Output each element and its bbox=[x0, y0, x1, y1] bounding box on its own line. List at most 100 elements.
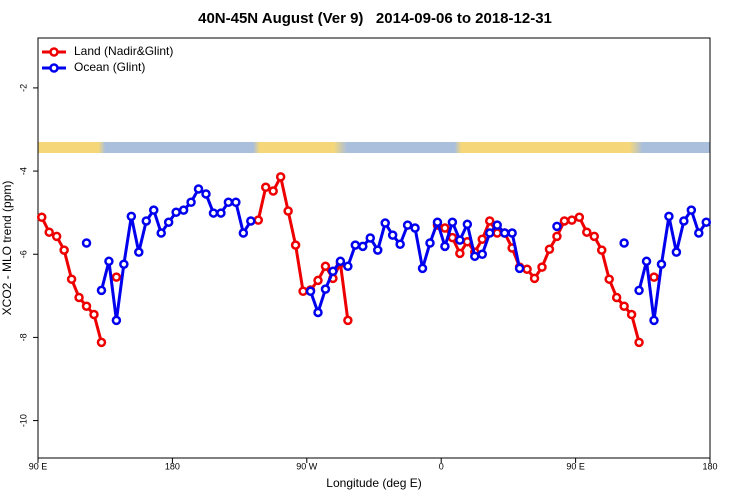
data-point bbox=[410, 223, 420, 233]
data-point bbox=[402, 220, 413, 230]
data-point bbox=[268, 186, 278, 196]
data-point bbox=[104, 256, 114, 267]
data-point bbox=[343, 261, 353, 272]
data-point bbox=[574, 212, 585, 222]
data-point bbox=[671, 247, 682, 257]
data-point bbox=[111, 315, 122, 326]
data-point bbox=[559, 216, 570, 226]
data-point bbox=[611, 292, 622, 303]
data-point bbox=[417, 263, 428, 274]
x-axis-label: Longitude (deg E) bbox=[326, 476, 421, 490]
data-point bbox=[246, 216, 256, 226]
data-point bbox=[380, 218, 390, 228]
data-point bbox=[432, 217, 443, 227]
data-point bbox=[238, 228, 249, 238]
data-point bbox=[440, 223, 450, 233]
data-point bbox=[335, 256, 346, 267]
data-point bbox=[492, 228, 502, 238]
data-point bbox=[596, 245, 607, 255]
data-point bbox=[171, 207, 181, 217]
data-point bbox=[111, 272, 122, 282]
data-point bbox=[66, 274, 77, 284]
data-point bbox=[51, 231, 62, 242]
x-tick-label: 180 bbox=[702, 461, 717, 471]
data-point bbox=[619, 301, 629, 311]
data-point bbox=[126, 211, 137, 222]
data-point bbox=[305, 286, 316, 296]
data-point bbox=[313, 275, 323, 286]
data-point bbox=[193, 184, 204, 194]
data-point bbox=[372, 245, 383, 255]
data-point bbox=[81, 301, 92, 311]
y-tick-label: -4 bbox=[18, 167, 28, 175]
data-point bbox=[59, 245, 69, 255]
data-point bbox=[679, 216, 689, 226]
data-point bbox=[365, 233, 376, 243]
data-point bbox=[656, 259, 667, 269]
data-point bbox=[507, 228, 517, 238]
data-point bbox=[477, 249, 488, 259]
data-point bbox=[119, 259, 129, 269]
data-point bbox=[499, 228, 510, 238]
data-point bbox=[582, 227, 592, 237]
data-point bbox=[343, 315, 353, 326]
data-point bbox=[260, 182, 271, 193]
data-point bbox=[358, 241, 368, 252]
legend-marker bbox=[49, 63, 59, 73]
data-point bbox=[163, 217, 174, 227]
data-point bbox=[641, 256, 652, 267]
y-tick-label: -8 bbox=[18, 333, 28, 341]
data-point bbox=[141, 216, 152, 226]
data-point bbox=[664, 211, 674, 222]
data-point bbox=[529, 273, 540, 284]
data-point bbox=[619, 238, 629, 248]
data-point bbox=[447, 217, 458, 227]
data-point bbox=[89, 309, 99, 320]
data-point bbox=[537, 262, 547, 272]
data-point bbox=[544, 244, 555, 254]
data-point bbox=[208, 208, 219, 218]
data-point bbox=[328, 266, 338, 277]
data-point bbox=[186, 197, 196, 208]
data-point bbox=[604, 274, 614, 284]
x-tick-label: 0 bbox=[439, 461, 444, 471]
data-point bbox=[44, 227, 54, 237]
data-point bbox=[649, 315, 659, 326]
chart-title: 40N-45N August (Ver 9) 2014-09-06 to 201… bbox=[198, 10, 552, 27]
data-point bbox=[350, 240, 361, 250]
data-point bbox=[201, 189, 211, 199]
data-point bbox=[290, 240, 301, 250]
legend-marker bbox=[49, 47, 59, 57]
data-point bbox=[231, 197, 241, 208]
data-point bbox=[634, 337, 644, 348]
data-point bbox=[686, 205, 697, 215]
land-sea-band bbox=[38, 142, 710, 153]
y-tick-label: -10 bbox=[18, 414, 28, 427]
y-tick-label: -2 bbox=[18, 84, 28, 92]
data-point bbox=[283, 206, 293, 216]
data-point bbox=[320, 284, 331, 294]
data-point bbox=[216, 208, 226, 218]
data-point bbox=[462, 219, 473, 230]
data-point bbox=[96, 285, 107, 296]
data-point bbox=[223, 197, 234, 208]
data-point bbox=[387, 230, 398, 240]
data-point bbox=[156, 228, 166, 238]
x-tick-label: 180 bbox=[165, 461, 180, 471]
data-point bbox=[649, 272, 659, 282]
data-point bbox=[567, 215, 577, 225]
data-point bbox=[134, 247, 144, 257]
data-point bbox=[484, 216, 495, 226]
data-point bbox=[81, 238, 92, 248]
data-point bbox=[96, 337, 107, 348]
data-point bbox=[626, 309, 637, 320]
x-tick-label: 90 W bbox=[296, 461, 318, 471]
data-point bbox=[395, 239, 405, 250]
data-point bbox=[470, 251, 480, 262]
data-point bbox=[477, 234, 488, 245]
y-tick-label: -6 bbox=[18, 250, 28, 258]
data-point bbox=[455, 235, 465, 245]
x-tick-label: 90 E bbox=[566, 461, 585, 471]
data-point bbox=[313, 307, 323, 318]
x-tick-label: 90 E bbox=[29, 461, 48, 471]
